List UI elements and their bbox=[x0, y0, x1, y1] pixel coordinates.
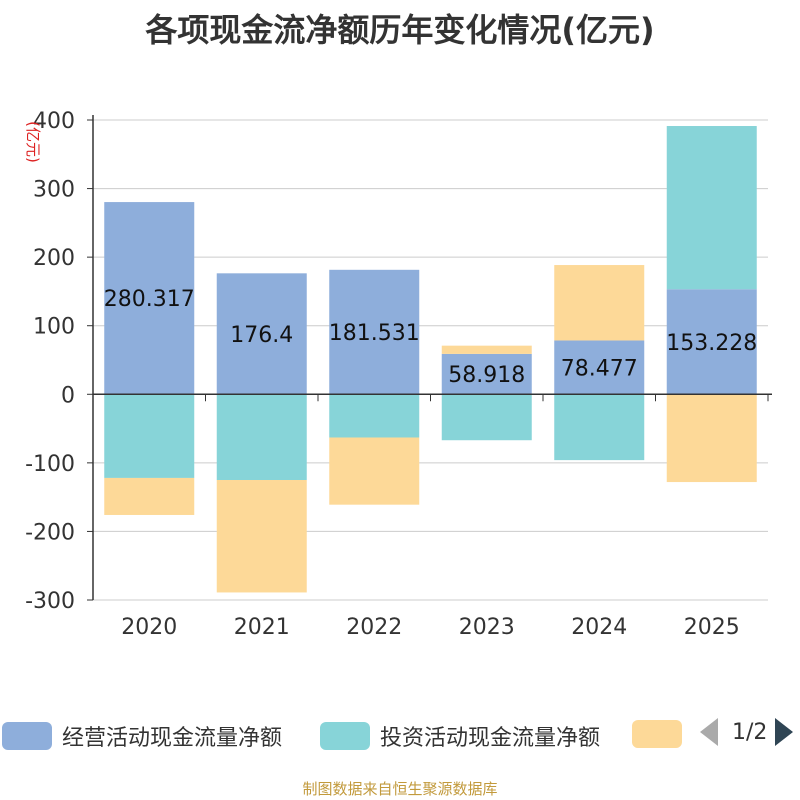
y-axis-unit-label: (亿元) bbox=[24, 121, 42, 163]
legend-swatch-operating bbox=[2, 722, 52, 750]
legend-item-investing[interactable]: 投资活动现金流量净额 bbox=[320, 720, 600, 752]
legend-prev-icon[interactable] bbox=[700, 718, 718, 746]
bar-2-2021 bbox=[216, 394, 307, 480]
bar-3-2025 bbox=[666, 394, 757, 483]
bar-data-label: 58.918 bbox=[448, 363, 525, 388]
legend-label-operating: 经营活动现金流量净额 bbox=[62, 726, 283, 751]
legend: 经营活动现金流量净额 投资活动现金流量净额 1/2 bbox=[0, 714, 800, 754]
x-tick-label: 2022 bbox=[346, 615, 402, 640]
legend-pager: 1/2 bbox=[700, 718, 794, 746]
y-tick-label: 300 bbox=[33, 178, 75, 203]
legend-item-operating[interactable]: 经营活动现金流量净额 bbox=[2, 720, 282, 752]
x-tick-label: 2020 bbox=[121, 615, 177, 640]
data-source-note: 制图数据来自恒生聚源数据库 bbox=[302, 780, 498, 798]
bar-2-2022 bbox=[329, 394, 420, 438]
y-tick-label: 200 bbox=[33, 246, 75, 271]
x-tick-label: 2021 bbox=[234, 615, 290, 640]
x-tick-label: 2024 bbox=[571, 615, 627, 640]
y-tick-label: -100 bbox=[25, 452, 75, 477]
y-tick-label: 0 bbox=[61, 383, 75, 408]
legend-next-icon[interactable] bbox=[775, 718, 794, 746]
bar-3-2021 bbox=[216, 480, 307, 593]
legend-label-investing: 投资活动现金流量净额 bbox=[380, 726, 601, 751]
bar-data-label: 181.531 bbox=[329, 321, 420, 346]
bar-2-2025 bbox=[666, 126, 757, 290]
legend-item-financing[interactable] bbox=[632, 720, 682, 748]
bar-chart: 400 300 200 100 0 -100 -200 -300 (亿元) 280.317 176.… bbox=[24, 109, 772, 640]
chart-title: 各项现金流净额历年变化情况(亿元) bbox=[145, 11, 655, 49]
bar-1-2021 bbox=[216, 273, 307, 395]
x-tick-label: 2023 bbox=[459, 615, 515, 640]
bar-1-2024 bbox=[554, 340, 645, 395]
x-tick-label: 2025 bbox=[684, 615, 740, 640]
y-tick-label: -300 bbox=[25, 589, 75, 614]
bar-2-2024 bbox=[554, 394, 645, 461]
bar-1-2020 bbox=[104, 202, 195, 395]
legend-page-indicator: 1/2 bbox=[732, 719, 768, 745]
bar-1-2025 bbox=[666, 289, 757, 395]
bar-data-label: 153.228 bbox=[666, 331, 757, 356]
legend-swatch-financing bbox=[632, 720, 682, 748]
y-tick-label: -200 bbox=[25, 520, 75, 545]
bar-data-label: 280.317 bbox=[104, 287, 195, 312]
bar-1-2023 bbox=[441, 353, 532, 395]
bar-2-2023 bbox=[441, 394, 532, 441]
bar-3-2024 bbox=[554, 265, 645, 341]
bar-3-2020 bbox=[104, 477, 195, 515]
bar-3-2023 bbox=[441, 345, 532, 354]
bar-data-label: 176.4 bbox=[230, 323, 293, 348]
y-tick-label: 400 bbox=[33, 109, 75, 134]
bar-1-2022 bbox=[329, 269, 420, 395]
bar-3-2022 bbox=[329, 437, 420, 505]
bar-data-label: 78.477 bbox=[561, 356, 638, 381]
legend-swatch-investing bbox=[320, 722, 370, 750]
y-tick-label: 100 bbox=[33, 315, 75, 340]
bar-2-2020 bbox=[104, 394, 195, 478]
